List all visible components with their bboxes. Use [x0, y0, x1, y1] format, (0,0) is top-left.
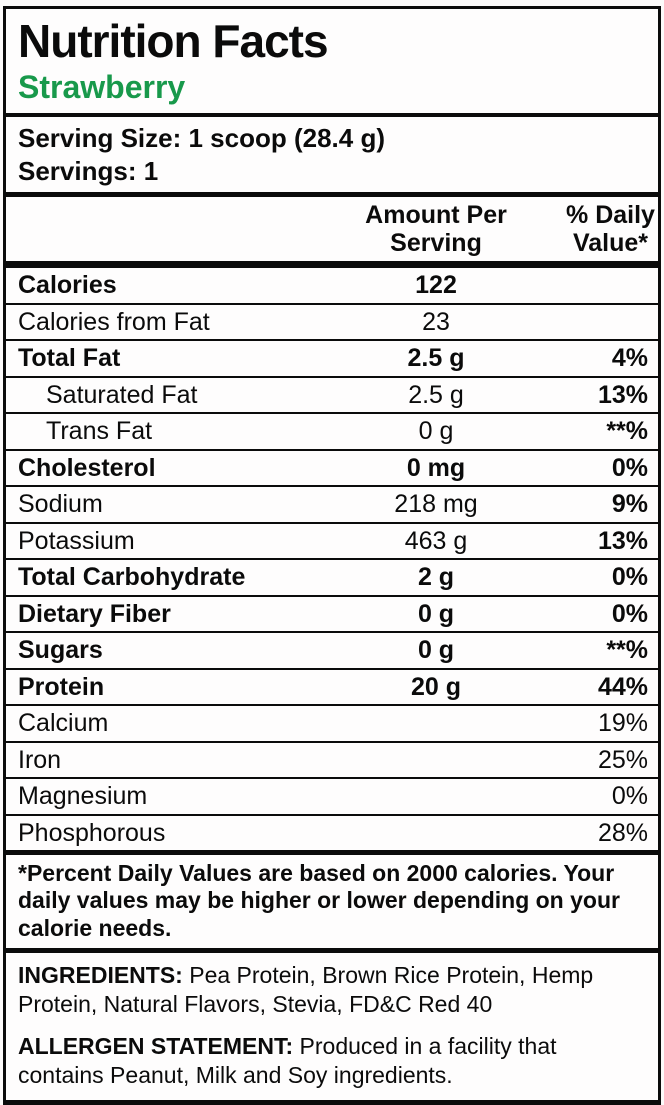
allergen-label: ALLERGEN STATEMENT: — [18, 1033, 294, 1060]
nutrient-name: Trans Fat — [46, 417, 153, 446]
nutrient-amount: 20 g — [410, 672, 462, 701]
nutrient-dv — [563, 265, 658, 304]
column-header-empty — [6, 195, 309, 265]
nutrient-name: Dietary Fiber — [18, 599, 171, 628]
nutrient-name: Cholesterol — [18, 453, 156, 482]
nutrient-dv: 9% — [611, 490, 648, 519]
nutrient-name: Total Fat — [18, 344, 121, 373]
nutrient-amount: 0 mg — [406, 453, 466, 482]
nutrient-name: Sugars — [18, 636, 103, 665]
label-header: Nutrition Facts Strawberry — [6, 9, 658, 113]
nutrient-dv: 0% — [611, 599, 648, 628]
nutrient-table: Amount Per Serving % Daily Value* Calori… — [6, 192, 658, 850]
row-sugars: Sugars 0 g **% — [6, 632, 658, 669]
nutrient-dv: 13% — [597, 526, 648, 555]
row-calories: Calories 122 — [6, 265, 658, 304]
nutrient-amount: 2.5 g — [408, 380, 464, 409]
column-header-daily-value-label: % Daily Value* — [566, 201, 655, 258]
nutrient-name: Saturated Fat — [46, 380, 198, 409]
row-sodium: Sodium 218 mg 9% — [6, 486, 658, 523]
row-saturated-fat: Saturated Fat 2.5 g 13% — [6, 376, 658, 414]
row-protein: Protein 20 g 44% — [6, 668, 658, 706]
servings-count: Servings: 1 — [18, 155, 159, 186]
nutrient-amount: 463 g — [404, 526, 468, 555]
ingredients-paragraph: INGREDIENTS: Pea Protein, Brown Rice Pro… — [18, 961, 646, 1019]
row-magnesium: Magnesium 0% — [6, 778, 658, 815]
column-header-row: Amount Per Serving % Daily Value* — [6, 195, 658, 265]
nutrient-name: Sodium — [18, 490, 103, 519]
nutrient-amount — [309, 742, 563, 779]
allergen-paragraph: ALLERGEN STATEMENT: Produced in a facili… — [18, 1032, 646, 1090]
row-potassium: Potassium 463 g 13% — [6, 522, 658, 560]
nutrient-name: Iron — [18, 745, 62, 774]
nutrient-dv: 19% — [597, 709, 648, 738]
row-cholesterol: Cholesterol 0 mg 0% — [6, 449, 658, 487]
serving-size: Serving Size: 1 scoop (28.4 g) — [18, 123, 385, 154]
nutrient-amount — [309, 815, 563, 851]
nutrient-name: Potassium — [18, 526, 135, 555]
row-phosphorous: Phosphorous 28% — [6, 814, 658, 851]
ingredients-text: Pea Protein, Brown Rice Protein, Hemp Pr… — [18, 961, 594, 1017]
ingredients-section: INGREDIENTS: Pea Protein, Brown Rice Pro… — [6, 947, 658, 1101]
nutrient-amount: 2.5 g — [407, 344, 465, 373]
nutrient-name: Protein — [18, 672, 105, 701]
nutrient-dv: 0% — [611, 782, 648, 811]
nutrient-amount: 0 g — [417, 636, 455, 665]
nutrient-dv: 44% — [597, 672, 648, 701]
serving-section: Serving Size: 1 scoop (28.4 g) Servings:… — [6, 113, 658, 192]
nutrient-dv: **% — [606, 636, 648, 665]
nutrient-amount: 0 g — [418, 417, 454, 446]
nutrient-name: Calories — [18, 271, 117, 300]
nutrient-amount — [309, 705, 563, 742]
nutrient-dv: 0% — [611, 563, 648, 592]
nutrient-amount: 0 g — [417, 599, 455, 628]
nutrient-name: Phosphorous — [18, 818, 166, 847]
nutrient-amount: 23 — [422, 307, 450, 336]
nutrient-amount: 218 mg — [394, 490, 478, 519]
column-header-amount: Amount Per Serving — [309, 195, 563, 265]
nutrient-dv: 4% — [611, 344, 648, 373]
nutrient-dv: 13% — [597, 380, 648, 409]
column-header-amount-label: Amount Per Serving — [365, 201, 507, 258]
nutrient-name: Calories from Fat — [18, 307, 210, 336]
nutrient-dv — [563, 304, 658, 341]
row-calcium: Calcium 19% — [6, 705, 658, 742]
nutrient-name: Calcium — [18, 709, 109, 738]
flavor-name: Strawberry — [18, 69, 186, 106]
nutrient-dv: 25% — [597, 745, 648, 774]
ingredients-label: INGREDIENTS: — [18, 961, 183, 988]
nutrient-dv: **% — [606, 417, 648, 446]
nutrient-name: Magnesium — [18, 782, 148, 811]
row-iron: Iron 25% — [6, 741, 658, 779]
row-total-fat: Total Fat 2.5 g 4% — [6, 340, 658, 377]
nutrition-label: Nutrition Facts Strawberry Serving Size:… — [3, 6, 661, 1105]
row-trans-fat: Trans Fat 0 g **% — [6, 413, 658, 450]
nutrient-amount: 122 — [415, 271, 457, 300]
nutrient-amount: 2 g — [417, 563, 455, 592]
column-header-daily-value: % Daily Value* — [563, 195, 658, 265]
row-dietary-fiber: Dietary Fiber 0 g 0% — [6, 595, 658, 633]
row-total-carbohydrate: Total Carbohydrate 2 g 0% — [6, 559, 658, 596]
label-title: Nutrition Facts — [18, 15, 329, 67]
daily-value-footnote: *Percent Daily Values are based on 2000 … — [6, 850, 658, 947]
nutrient-amount — [309, 778, 563, 815]
nutrient-dv: 28% — [597, 818, 648, 847]
nutrient-dv: 0% — [611, 453, 648, 482]
nutrient-name: Total Carbohydrate — [18, 563, 246, 592]
row-calories-from-fat: Calories from Fat 23 — [6, 303, 658, 341]
